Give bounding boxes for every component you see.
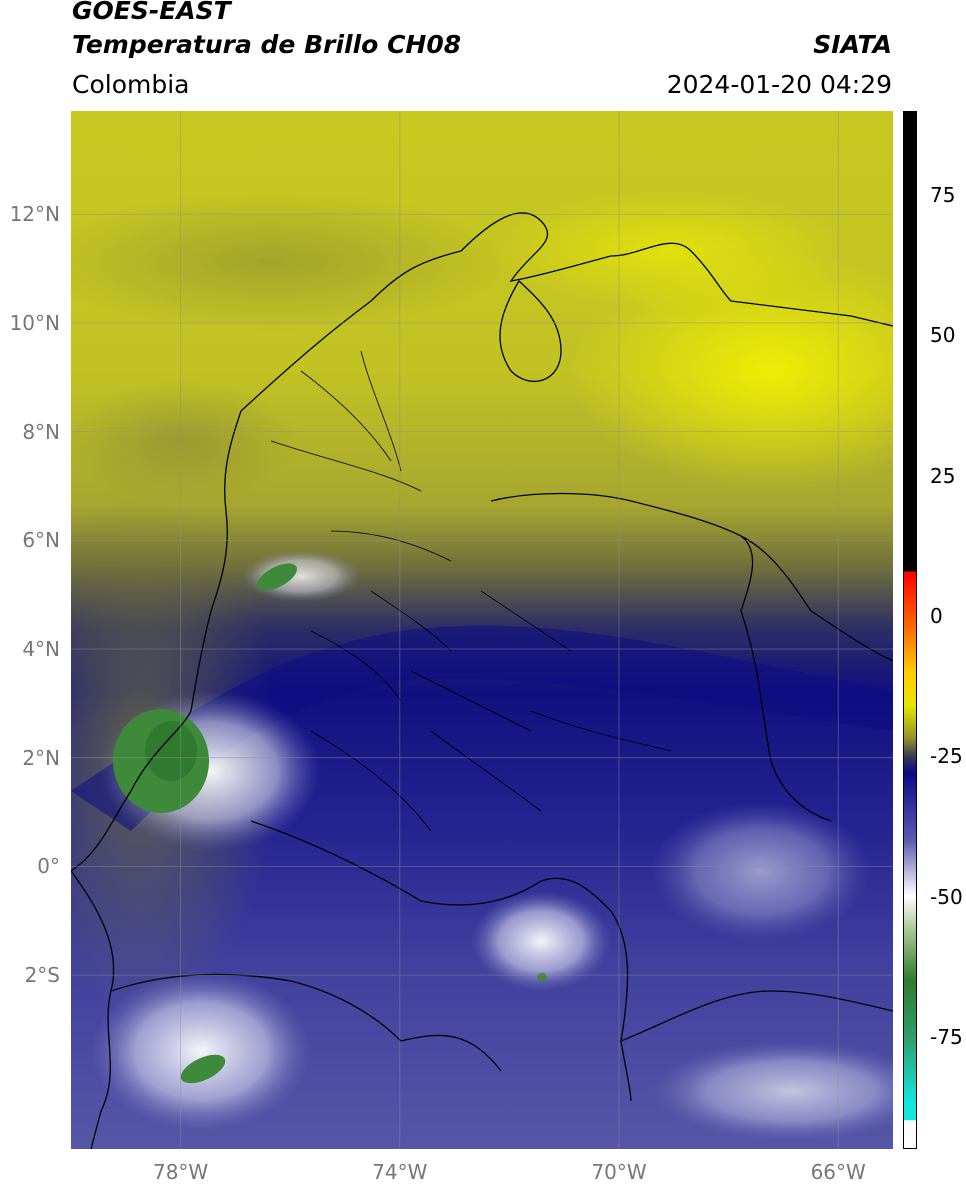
latitude-tick-label: 8°N [22,419,60,444]
colorbar-tick-label: 0 [930,603,943,628]
brazil-border [620,990,893,1042]
satellite-title: GOES-EAST [72,0,231,25]
cold-cloud-top [241,550,361,602]
caribbean-coastline [240,212,893,412]
colorbar-tick-label: 50 [930,323,956,348]
latitude-tick-label: 0° [37,854,60,879]
longitude-tick-label: 66°W [810,1160,866,1184]
latitude-tick-label: 4°N [22,637,60,662]
colorbar-tick-label: 75 [930,183,956,208]
deep-convection-core [145,721,197,781]
colombia-venezuela-border [490,492,832,822]
latitude-tick-label: 2°S [24,963,60,988]
brand-label: SIATA [813,30,892,59]
latitude-tick-label: 12°N [9,202,60,227]
latitude-tick-label: 10°N [9,310,60,335]
deep-convection-core [180,1054,226,1084]
region-label: Colombia [72,70,190,99]
cold-cloud-top [91,971,311,1131]
colorbar [903,111,917,1149]
cold-cloud-top [651,1041,893,1141]
coastlines-and-borders [71,212,893,1149]
longitude-tick-label: 78°W [152,1160,209,1184]
cold-front-band [71,625,893,831]
map-gridlines [71,111,893,1149]
colorbar-tick-label: 25 [930,463,956,488]
colorbar-tick-label: -25 [930,744,963,769]
olive-cloud-patch [71,381,301,501]
satellite-map [71,111,893,1149]
latitude-tick-label: 2°N [22,745,60,770]
ecuador-coastline [71,870,115,1149]
cold-cloud-top [471,891,611,991]
internal-department-lines [270,350,672,832]
latitude-tick-label: 6°N [22,528,60,553]
colorbar-tick-label: -50 [930,884,963,909]
colorbar-tick-label: -75 [930,1024,963,1049]
warm-region [491,191,851,311]
product-title: Temperatura de Brillo CH08 [72,30,462,59]
deep-convection-core [537,973,547,981]
longitude-tick-label: 74°W [372,1160,428,1184]
pacific-coastline [71,410,242,872]
cold-cloud-top [651,801,871,941]
deep-convection-core [257,563,297,591]
timestamp-label: 2024-01-20 04:29 [666,70,892,99]
longitude-tick-label: 70°W [591,1160,647,1184]
